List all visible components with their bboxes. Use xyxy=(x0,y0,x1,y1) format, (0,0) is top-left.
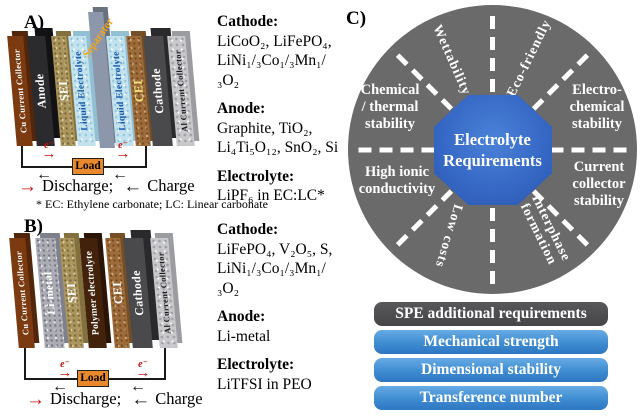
layer-cu-current-collector: Cu Current Collector xyxy=(9,238,35,348)
panel-c-label: C) xyxy=(346,8,367,29)
panel-a-label: A) xyxy=(24,12,45,33)
electron-flow-left: e⁻ → xyxy=(52,360,78,381)
charge-label: Charge xyxy=(155,389,203,408)
legend-discharge-charge: → Discharge; ← Charge xyxy=(26,389,213,411)
wheel-divider xyxy=(490,7,495,92)
electron-arrow-icon: → xyxy=(115,146,131,162)
electrolyte-materials: LiPF₆ in EC:LC* xyxy=(217,187,325,204)
charge-arrow-icon: ← xyxy=(36,166,52,183)
electrolyte-group: Electrolyte: LiPF₆ in EC:LC* xyxy=(217,167,345,206)
electron-arrow-icon: → xyxy=(135,365,151,381)
wheel-divider xyxy=(350,147,435,152)
cathode-materials: LiFePO₄, V₂O₅, S, LiNi₁/₃Co₁/₃Mn₁/₃O₂ xyxy=(217,240,333,297)
cathode-heading: Cathode: xyxy=(217,221,279,238)
spe-item-dimensional-stability: Dimensional stability xyxy=(374,358,608,382)
load-box: Load xyxy=(77,370,109,387)
electron-flow-right: e⁻ → xyxy=(130,360,156,381)
electrolyte-heading: Electrolyte: xyxy=(217,167,295,185)
layer-polymer-electrolyte: Polymer electrolyte xyxy=(79,238,107,348)
footnote-ec-lc: * EC: Ethylene carbonate; LC: Linear car… xyxy=(36,197,268,211)
electron-label: e⁻ xyxy=(138,359,148,370)
layer-label: Cu Current Collector xyxy=(11,48,29,134)
segment-current-collector-stability: Current collector stability xyxy=(572,159,626,209)
layer-label: SEI xyxy=(63,282,79,304)
anode-materials: Li-metal xyxy=(217,327,271,345)
layer-label: SEI xyxy=(55,80,71,102)
layer-label: Liquid Electrolyte xyxy=(111,51,129,131)
charge-arrow-icon: ← xyxy=(123,176,143,197)
wheel-divider xyxy=(550,147,635,152)
electron-arrow-icon: → xyxy=(41,146,57,162)
electron-flow-right: e⁻ → xyxy=(110,141,136,162)
load-box: Load xyxy=(72,158,104,175)
cathode-materials: LiCoO₂, LiFePO₄, LiNi₁/₃Co₁/₃Mn₁/₃O₂ xyxy=(217,32,332,89)
wheel-center-shape xyxy=(434,95,552,205)
cathode-group: Cathode: LiFePO₄, V₂O₅, S, LiNi₁/₃Co₁/₃M… xyxy=(217,220,345,298)
segment-chemical-thermal-stability: Chemical / thermal stability xyxy=(360,82,420,132)
charge-label: Charge xyxy=(147,176,195,195)
anode-heading: Anode: xyxy=(217,308,266,325)
wheel-center-title: Electrolyte Requirements xyxy=(443,130,542,170)
panel-b-label: B) xyxy=(24,216,43,237)
segment-electrochemical-stability: Electro- chemical stability xyxy=(569,82,625,132)
segment-eco-friendly: Eco-friendly xyxy=(503,16,554,99)
discharge-arrow-icon: → xyxy=(18,176,37,197)
spe-item-transference-number: Transference number xyxy=(374,386,608,410)
charge-arrow-icon: ← xyxy=(131,389,151,410)
spe-item-mechanical-strength: Mechanical strength xyxy=(374,330,608,354)
panel-a-materials: Cathode: LiCoO₂, LiFePO₄, LiNi₁/₃Co₁/₃Mn… xyxy=(217,12,345,215)
wheel-divider xyxy=(490,207,495,292)
battery-diagram-polymer-cell: Cu Current Collector Li-metal SEI Polyme… xyxy=(0,205,210,415)
layer-label: Al Current Collector xyxy=(155,252,173,334)
discharge-arrow-icon: → xyxy=(26,389,45,410)
segment-wettability: Wettability xyxy=(430,22,475,98)
charge-arrow-icon: ← xyxy=(52,378,68,395)
segment-low-costs: Low costs xyxy=(432,202,467,270)
anode-materials: Graphite, TiO₂, Li₄Ti₅O₁₂, SnO₂, Si xyxy=(217,119,339,157)
anode-group: Anode: Graphite, TiO₂, Li₄Ti₅O₁₂, SnO₂, … xyxy=(217,99,345,158)
electrolyte-group: Electrolyte: LiTFSI in PEO xyxy=(217,355,345,394)
discharge-label: Discharge; xyxy=(50,389,122,408)
electron-flow-left: e⁻ → xyxy=(36,141,62,162)
layer-label: Cu Current Collector xyxy=(13,250,31,336)
layer-label: Polymer electrolyte xyxy=(84,250,102,336)
layer-label: Cathode xyxy=(128,270,147,316)
layer-al-current-collector: Al Current Collector xyxy=(150,238,178,348)
panel-b-materials: Cathode: LiFePO₄, V₂O₅, S, LiNi₁/₃Co₁/₃M… xyxy=(217,220,345,403)
electron-arrow-icon: → xyxy=(57,365,73,381)
layer-label: CEI xyxy=(130,79,146,103)
charge-arrow-icon: ← xyxy=(112,166,128,183)
layer-label: Cathode xyxy=(148,68,167,114)
electrolyte-materials: LiTFSI in PEO xyxy=(217,375,312,393)
charge-arrow-icon: ← xyxy=(130,378,146,395)
electron-label: e⁻ xyxy=(60,359,70,370)
anode-group: Anode: Li-metal xyxy=(217,307,345,346)
electron-label: e⁻ xyxy=(44,140,54,151)
layer-label: Anode xyxy=(31,73,50,109)
layer-label: Al Current Collector xyxy=(172,50,190,132)
electron-label: e⁻ xyxy=(118,140,128,151)
anode-heading: Anode: xyxy=(217,100,266,117)
electrolyte-requirements-wheel: Wettability Eco-friendly Chemical / ther… xyxy=(348,5,637,294)
discharge-label: Discharge; xyxy=(42,176,114,195)
layer-label: CEI xyxy=(109,281,125,305)
spe-requirements-header: SPE additional requirements xyxy=(374,302,608,326)
layer-label: Li-metal xyxy=(42,271,58,315)
cathode-group: Cathode: LiCoO₂, LiFePO₄, LiNi₁/₃Co₁/₃Mn… xyxy=(217,12,345,90)
legend-discharge-charge: → Discharge; ← Charge xyxy=(18,176,205,198)
segment-high-ionic-conductivity: High ionic conductivity xyxy=(358,164,436,197)
layer-label: Liquid Electrolyte xyxy=(73,51,91,131)
electrolyte-heading: Electrolyte: xyxy=(217,356,295,373)
cathode-heading: Cathode: xyxy=(217,13,279,30)
battery-diagram-liquid-cell: Cu Current Collector Anode SEI Liquid El… xyxy=(0,0,210,183)
